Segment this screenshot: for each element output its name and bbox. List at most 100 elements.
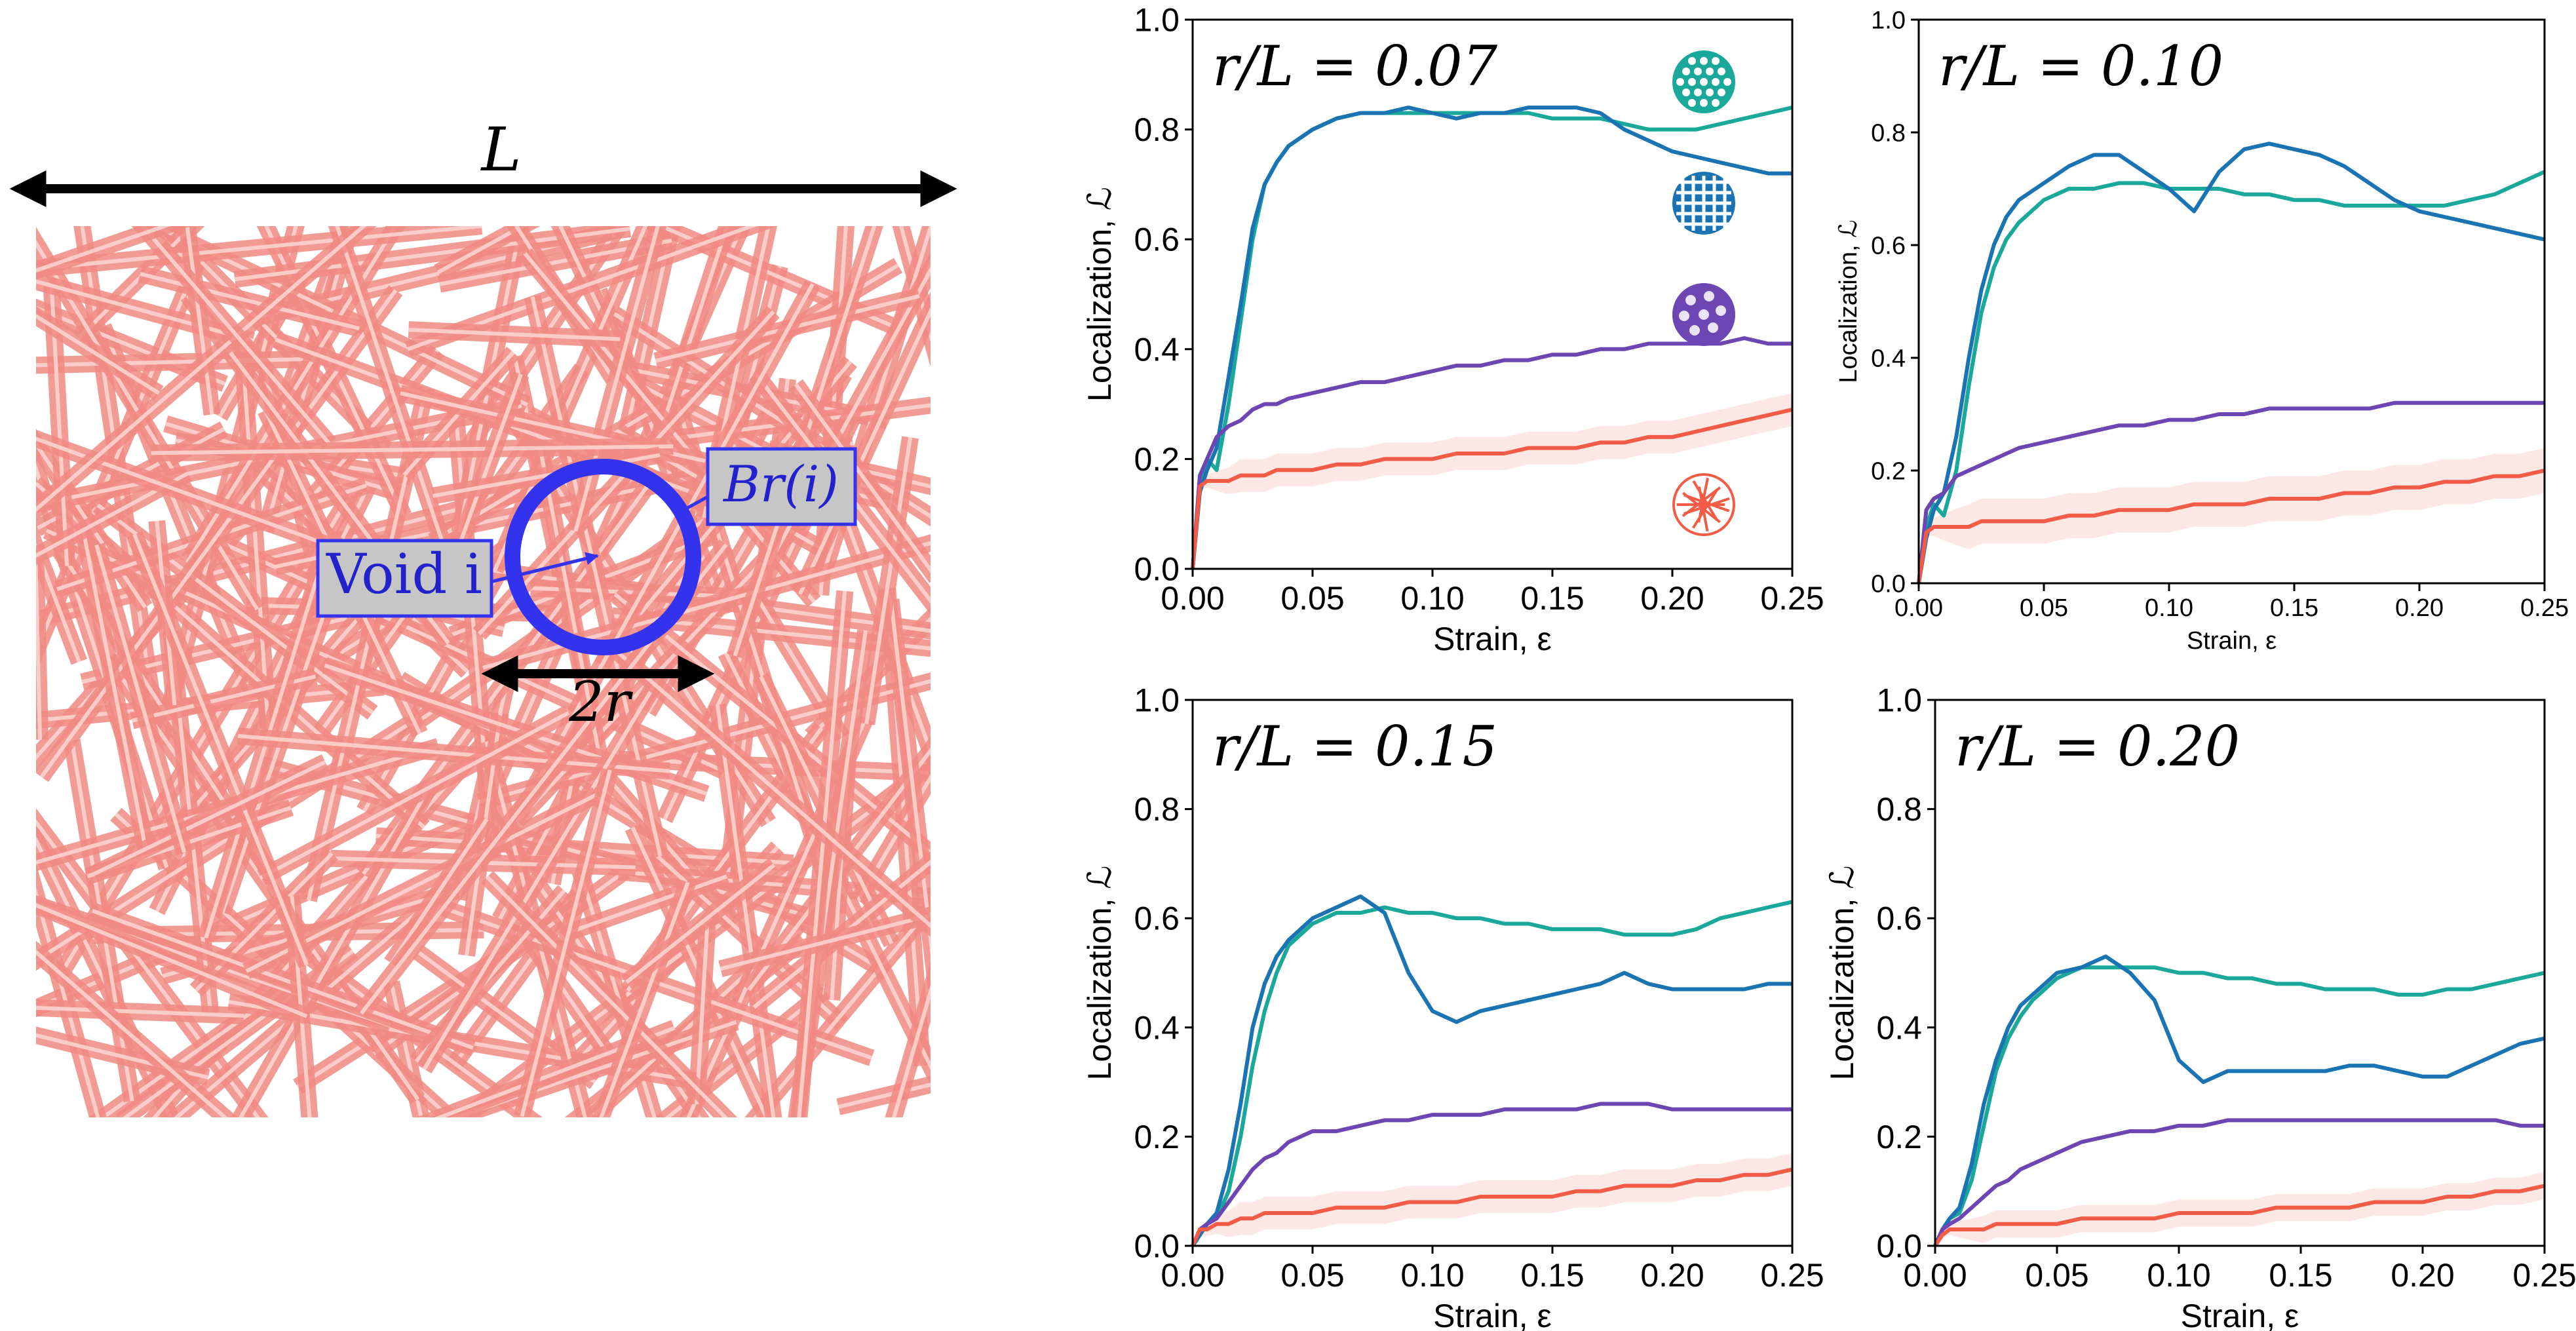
- fiber-highlight: [93, 760, 326, 876]
- series-line-voronoi: [1191, 336, 1792, 569]
- fiber-highlight: [239, 788, 430, 1117]
- axes-frame: [1917, 18, 2546, 585]
- y-tick-label: 0.8: [1134, 111, 1180, 148]
- fiber-highlight: [754, 373, 931, 604]
- x-axis-label: Strain, ε: [2187, 627, 2277, 655]
- chart-panel-2: 0.00 0.05 0.10 0.15 0.20 0.25 0.0 0.2 0.4 0.6 0.8 1…: [1835, 7, 2569, 655]
- y-tick-label: 0.4: [1871, 345, 1906, 372]
- y-tick-label: 0.8: [1876, 791, 1922, 828]
- x-tick-label: 0.10: [1400, 1257, 1464, 1294]
- fiber-highlight: [752, 859, 931, 1009]
- confidence-band: [1935, 1172, 2545, 1246]
- fiber-highlight: [335, 226, 465, 606]
- void-label-box: [316, 539, 493, 618]
- series-line-square: [1191, 894, 1792, 1247]
- fiber-highlight: [389, 982, 423, 1117]
- fiber-highlight: [140, 226, 332, 446]
- confidence-band: [1919, 448, 2545, 583]
- confidence-band: [1193, 1153, 1792, 1246]
- y-axis-label: Localization, ℒ: [1835, 220, 1862, 383]
- fiber-highlight: [36, 471, 189, 558]
- ball-label-leader: [680, 495, 709, 513]
- x-tick-label: 0.05: [2020, 594, 2068, 622]
- x-tick-label: 0.25: [1760, 1257, 1824, 1294]
- series-line-random-fiber: [1933, 1184, 2545, 1247]
- x-axis-label: Strain, ε: [2181, 1298, 2299, 1331]
- series-line-hexagonal: [1191, 900, 1793, 1247]
- radius-label: 2r: [568, 670, 633, 734]
- series-line-random-fiber: [1191, 408, 1793, 569]
- fiber-highlight: [408, 328, 621, 341]
- fiber-highlight: [407, 226, 758, 351]
- y-tick-label: 0.2: [1134, 441, 1180, 478]
- y-tick-label: 0.8: [1871, 119, 1906, 147]
- fiber-highlight: [797, 590, 847, 1117]
- x-tick-label: 0.15: [2269, 1257, 2332, 1294]
- chart-title: r/L = 0.10: [1938, 34, 2223, 98]
- y-tick-label: 0.2: [1871, 457, 1906, 485]
- fiber-highlight: [733, 226, 877, 657]
- fiber-highlight: [567, 874, 728, 935]
- fiber-highlight: [132, 533, 309, 966]
- fiber-highlight: [864, 436, 913, 725]
- x-tick-label: 0.10: [2145, 594, 2193, 622]
- x-tick-label: 0.20: [2391, 1257, 2454, 1294]
- series-line-square: [1933, 954, 2545, 1247]
- fiber-highlight: [653, 226, 729, 450]
- fiber-highlight: [36, 744, 439, 865]
- fiber-highlight: [520, 769, 612, 1117]
- fiber-highlight: [794, 383, 931, 573]
- legend-icons: [1672, 50, 1735, 536]
- x-tick-label: 0.00: [1161, 1257, 1224, 1294]
- x-tick-label: 0.25: [1760, 580, 1824, 617]
- y-tick-label: 0.6: [1876, 900, 1922, 937]
- fiber-highlight: [194, 852, 334, 992]
- y-tick-label: 0.0: [1134, 1228, 1180, 1265]
- y-tick-label: 1.0: [1134, 682, 1180, 719]
- ball-label: Br(i): [722, 455, 839, 513]
- fiber-highlight: [36, 949, 228, 1117]
- x-tick-label: 0.20: [1640, 580, 1704, 617]
- x-axis-label: Strain, ε: [1433, 621, 1552, 657]
- series-line-voronoi: [1191, 1102, 1792, 1247]
- fiber-highlight: [599, 881, 690, 1117]
- chart-title: r/L = 0.07: [1212, 34, 1498, 98]
- hexagonal-network-icon: [1672, 50, 1735, 113]
- y-axis-label: Localization, ℒ: [1081, 187, 1118, 402]
- y-tick-label: 0.6: [1871, 232, 1906, 260]
- chart-panel-1: 0.00 0.05 0.10 0.15 0.20 0.25 0.0 0.2 0.4 0.6 0.8 1…: [1081, 2, 1824, 658]
- fiber-highlight: [39, 289, 398, 779]
- fiber-highlight: [36, 557, 43, 740]
- y-tick-label: 0.4: [1134, 331, 1180, 368]
- fiber-highlight: [36, 1005, 244, 1018]
- chart-panel-3: 0.00 0.05 0.10 0.15 0.20 0.25 0.0 0.2 0.4 0.6 0.8 1…: [1081, 682, 1824, 1331]
- fiber-highlight: [837, 1083, 931, 1109]
- fiber-highlight: [36, 226, 367, 512]
- fiber-highlight: [611, 646, 931, 929]
- fiber-highlight: [204, 568, 322, 939]
- series-line-voronoi: [1917, 400, 2545, 584]
- x-tick-label: 0.15: [2270, 594, 2318, 622]
- x-tick-label: 0.05: [1280, 1257, 1344, 1294]
- y-tick-label: 1.0: [1871, 7, 1906, 34]
- fiber-highlight: [389, 818, 489, 965]
- series-line-square: [1191, 106, 1792, 569]
- x-tick-label: 0.25: [2520, 594, 2569, 622]
- fiber-highlight: [898, 226, 931, 343]
- fiber-highlight: [891, 984, 931, 1117]
- fiber-highlight: [260, 711, 570, 879]
- axes-frame: [1191, 699, 1794, 1247]
- y-axis-label: Localization, ℒ: [1824, 866, 1860, 1081]
- series-line-voronoi: [1933, 1118, 2545, 1247]
- fiber-highlight: [185, 226, 398, 564]
- voronoi-network-icon: [1672, 283, 1735, 346]
- y-tick-label: 0.0: [1876, 1228, 1922, 1265]
- x-tick-label: 0.10: [2147, 1257, 2210, 1294]
- axes-frame: [1934, 699, 2546, 1247]
- chart-title: r/L = 0.15: [1212, 714, 1497, 779]
- y-tick-label: 1.0: [1876, 682, 1922, 719]
- x-tick-label: 0.10: [1400, 580, 1464, 617]
- x-tick-label: 0.15: [1520, 580, 1584, 617]
- fiber-network-schematic: L Void i Br(i) 2r: [9, 115, 957, 1117]
- fiber-highlight: [695, 925, 710, 1105]
